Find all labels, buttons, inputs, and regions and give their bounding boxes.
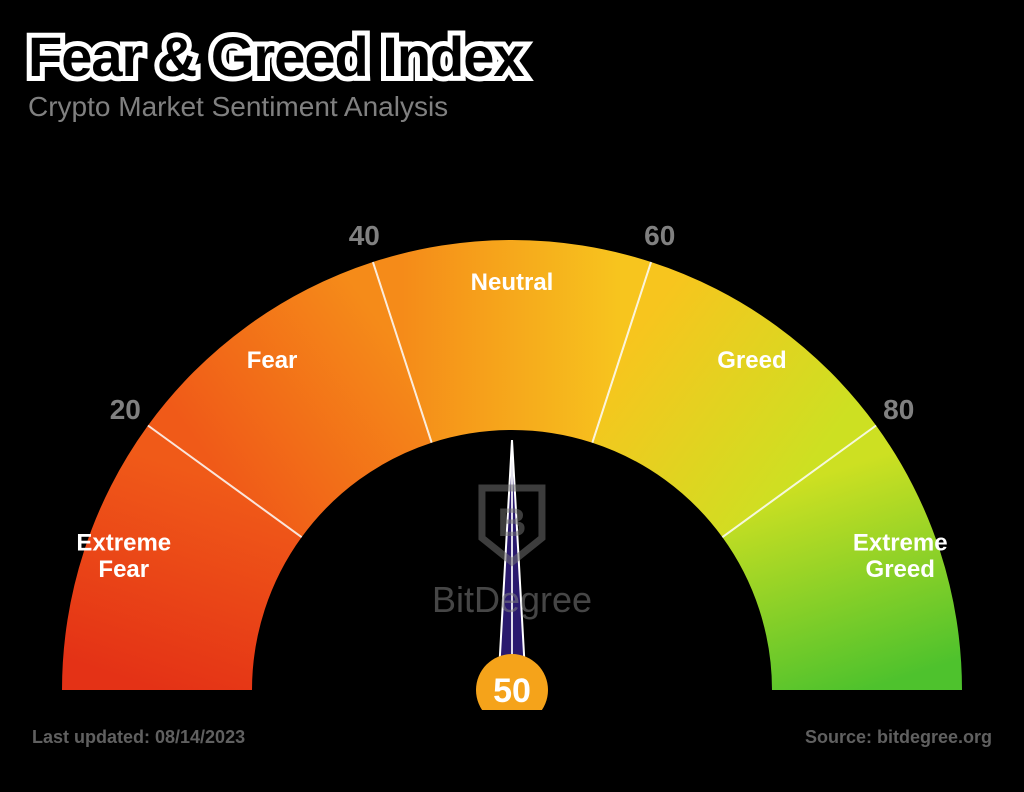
gauge-segment-label: Extreme — [76, 530, 171, 557]
gauge-value-text: 50 — [493, 672, 531, 710]
gauge-segment-label: Extreme — [853, 530, 948, 557]
source-label: Source: bitdegree.org — [805, 727, 992, 748]
last-updated-label: Last updated: 08/14/2023 — [32, 727, 245, 748]
gauge-tick-label: 20 — [110, 394, 141, 425]
svg-text:B: B — [498, 501, 527, 545]
page-subtitle: Crypto Market Sentiment Analysis — [28, 91, 524, 123]
header: Fear & Greed Index Crypto Market Sentime… — [28, 24, 524, 123]
brand-name: BitDegree — [432, 579, 592, 621]
gauge-tick-label: 80 — [883, 394, 914, 425]
gauge-svg: ExtremeFearFearNeutralGreedExtremeGreed2… — [32, 150, 992, 710]
gauge-segment-label: Greed — [717, 347, 786, 374]
shield-icon: B — [467, 480, 557, 570]
gauge-tick-label: 60 — [644, 220, 675, 251]
gauge-tick-label: 40 — [349, 220, 380, 251]
gauge-chart: ExtremeFearFearNeutralGreedExtremeGreed2… — [32, 150, 992, 710]
gauge-segment-label: Neutral — [471, 269, 554, 296]
gauge-segment-label: Fear — [247, 347, 298, 374]
gauge-segment-label: Greed — [866, 556, 935, 583]
brand-watermark: B BitDegree — [432, 480, 592, 621]
page-title: Fear & Greed Index — [28, 24, 524, 89]
gauge-segment-label: Fear — [98, 556, 149, 583]
